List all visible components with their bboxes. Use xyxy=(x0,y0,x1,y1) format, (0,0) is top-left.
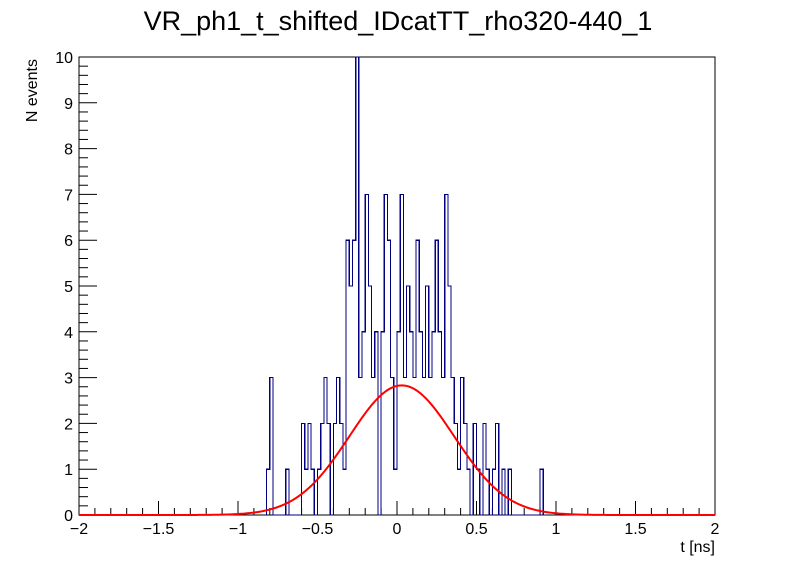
y-tick-label: 5 xyxy=(64,279,73,296)
y-tick-label: 2 xyxy=(64,416,73,433)
y-tick-label: 0 xyxy=(64,508,73,525)
x-tick-label: 2 xyxy=(711,521,720,538)
y-tick-label: 8 xyxy=(64,142,73,159)
x-tick-label: −1.5 xyxy=(143,521,175,538)
y-tick-label: 6 xyxy=(64,233,73,250)
histogram-series xyxy=(266,56,547,516)
x-tick-label: −1 xyxy=(229,521,247,538)
y-tick-label: 7 xyxy=(64,187,73,204)
y-tick-label: 4 xyxy=(64,325,73,342)
chart-title: VR_ph1_t_shifted_IDcatTT_rho320-440_1 xyxy=(144,6,653,36)
x-tick-label: −2 xyxy=(70,521,88,538)
y-tick-label: 1 xyxy=(64,462,73,479)
y-tick-label: 10 xyxy=(55,50,73,67)
x-tick-label: −0.5 xyxy=(302,521,334,538)
gaussian-fit-line xyxy=(79,384,715,516)
x-tick-label: 1.5 xyxy=(624,521,646,538)
x-axis-label: t [ns] xyxy=(680,539,715,556)
plot-area: −2 −1.5 −1 −0.5 0 0.5 1 1.5 2 0 1 2 3 4 5 6 7 8 9 10 xyxy=(55,50,719,538)
x-tick-label: 0.5 xyxy=(465,521,487,538)
x-tick-label: 1 xyxy=(552,521,561,538)
y-tick-label: 9 xyxy=(64,96,73,113)
x-tick-label: 0 xyxy=(393,521,402,538)
y-axis-label: N events xyxy=(24,59,41,122)
y-tick-label: 3 xyxy=(64,371,73,388)
